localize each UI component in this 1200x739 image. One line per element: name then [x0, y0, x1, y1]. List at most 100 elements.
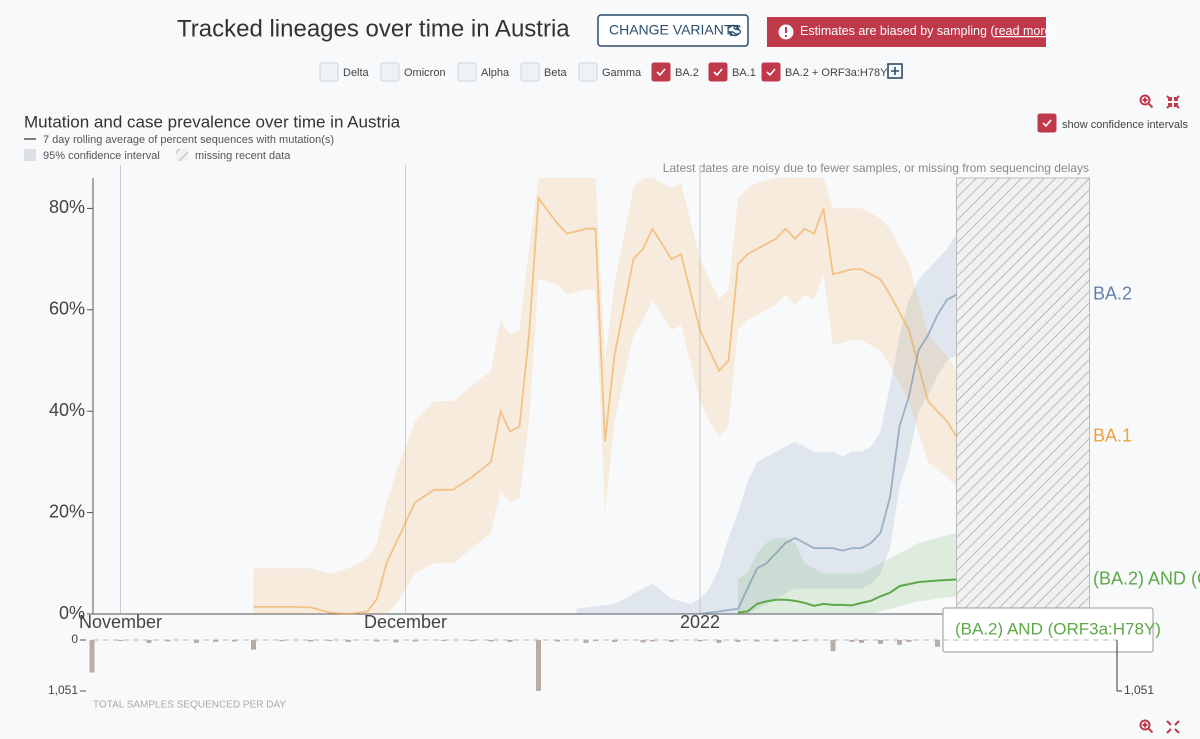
ci-checkbox[interactable]: [1037, 113, 1057, 133]
samples-bar: [735, 640, 741, 642]
check-mark: [766, 68, 776, 77]
zoom-in-icon[interactable]: [1139, 94, 1154, 109]
samples-tick-label: 1,051: [48, 683, 78, 697]
variant-label: BA.2: [675, 67, 699, 79]
samples-title: TOTAL SAMPLES SEQUENCED PER DAY: [93, 700, 286, 711]
variant-selector: Delta Omicron Alpha Beta Gamma BA.2 BA.1 BA.2 +…: [319, 62, 888, 82]
variant-label: BA.2 + ORF3a:H78Y: [785, 67, 888, 79]
samples-bar: [327, 640, 332, 641]
samples-bar: [593, 640, 598, 641]
samples-tick-label: 0: [71, 632, 78, 646]
x-tick-label: November: [79, 612, 162, 632]
samples-bar: [346, 640, 351, 642]
samples-bar: [89, 640, 95, 673]
samples-bar: [279, 640, 285, 642]
legend-band-label: 95% confidence interval: [43, 150, 160, 162]
y-tick-label: 60%: [49, 299, 85, 319]
variant-label: Delta: [343, 67, 370, 79]
plot-area: November December 2022 0% 20% 40% 60% 80% BA.2 BA…: [48, 165, 1200, 697]
samples-bar: [859, 640, 864, 643]
variant-checkbox[interactable]: [761, 62, 781, 82]
y-tick-label: 80%: [49, 197, 85, 217]
legend-missing-label: missing recent data: [195, 150, 291, 162]
samples-bar: [612, 640, 617, 642]
variant-checkbox[interactable]: [380, 62, 400, 82]
samples-bar: [754, 640, 760, 642]
missing-data-region: [956, 177, 1090, 615]
variant-checkbox[interactable]: [651, 62, 671, 82]
tooltip: (BA.2) AND (ORF3a:H78Y): [942, 607, 1161, 653]
variant-checkbox[interactable]: [520, 62, 540, 82]
series-line: [737, 578, 957, 614]
plot-clip: [253, 177, 1090, 615]
variant-label: Omicron: [404, 67, 446, 79]
y-tick-label: 40%: [49, 400, 85, 420]
variant-label: Beta: [544, 67, 568, 79]
series-label: BA.1: [1093, 425, 1132, 445]
samples-bar: [669, 640, 674, 642]
confidence-band: [253, 178, 957, 614]
refresh-icon: [728, 24, 740, 37]
read-more-link[interactable]: read more: [995, 24, 1052, 38]
samples-bar: [393, 640, 399, 643]
series-line: [253, 195, 958, 615]
check-mark: [1042, 119, 1052, 128]
samples-bar: [374, 640, 380, 642]
check-mark: [713, 68, 723, 77]
confidence-band: [738, 532, 957, 614]
samples-bar: [194, 640, 199, 643]
samples-bar: [251, 640, 256, 650]
page-title: Tracked lineages over time in Austria: [177, 15, 570, 42]
samples-bar: [640, 640, 646, 643]
samples-bar: [507, 640, 513, 642]
samples-bar: [146, 640, 152, 643]
variant-label: Gamma: [602, 67, 642, 79]
samples-bar: [878, 640, 883, 644]
alert-message: Estimates are biased by sampling (: [800, 24, 995, 38]
variant-label: BA.1: [732, 67, 756, 79]
samples-bar: [849, 640, 855, 642]
alert-text: Estimates are biased by sampling (read m…: [800, 24, 1056, 38]
samples-bar: [650, 640, 655, 642]
x-tick-label: 2022: [680, 612, 720, 632]
ci-toggle[interactable]: [1037, 113, 1057, 133]
samples-bar: [412, 640, 418, 642]
samples-bar: [906, 640, 912, 642]
alert-banner: Estimates are biased by sampling (read m…: [767, 17, 1056, 47]
samples-bar: [792, 640, 798, 642]
samples-bar: [308, 640, 313, 642]
change-variants-button[interactable]: CHANGE VARIANTS: [597, 14, 749, 47]
confidence-band: [576, 233, 957, 614]
tooltip-box: [942, 607, 1154, 653]
y-tick-label: 20%: [49, 501, 85, 521]
ci-toggle-label: show confidence intervals: [1062, 119, 1188, 131]
reset-zoom-icon[interactable]: [1166, 95, 1180, 109]
legend-line-label: 7 day rolling average of percent sequenc…: [43, 134, 334, 146]
samples-bar: [469, 640, 475, 642]
legend-band-swatch: [24, 149, 36, 161]
samples-bar: [165, 640, 171, 642]
reset-zoom-icon-bottom[interactable]: [1166, 720, 1180, 734]
x-tick-label: December: [364, 612, 447, 632]
samples-bar: [897, 640, 902, 645]
variant-checkbox[interactable]: [578, 62, 598, 82]
add-variant-button[interactable]: [887, 63, 903, 79]
samples-bar: [716, 640, 722, 643]
samples-bar: [802, 640, 807, 641]
samples-bar: [935, 640, 940, 647]
variant-checkbox[interactable]: [319, 62, 339, 82]
variant-checkbox[interactable]: [457, 62, 477, 82]
variant-checkbox[interactable]: [708, 62, 728, 82]
samples-right-tick-label: 1,051: [1124, 683, 1154, 697]
variant-label: Alpha: [481, 67, 510, 79]
samples-bar: [213, 640, 218, 642]
zoom-in-icon-bottom[interactable]: [1139, 719, 1154, 734]
samples-bar: [555, 640, 560, 642]
samples-bar: [488, 640, 494, 642]
samples-bar: [583, 640, 589, 643]
samples-bar: [697, 640, 703, 642]
y-tick-label: 0%: [59, 603, 85, 623]
check-mark: [656, 68, 666, 77]
